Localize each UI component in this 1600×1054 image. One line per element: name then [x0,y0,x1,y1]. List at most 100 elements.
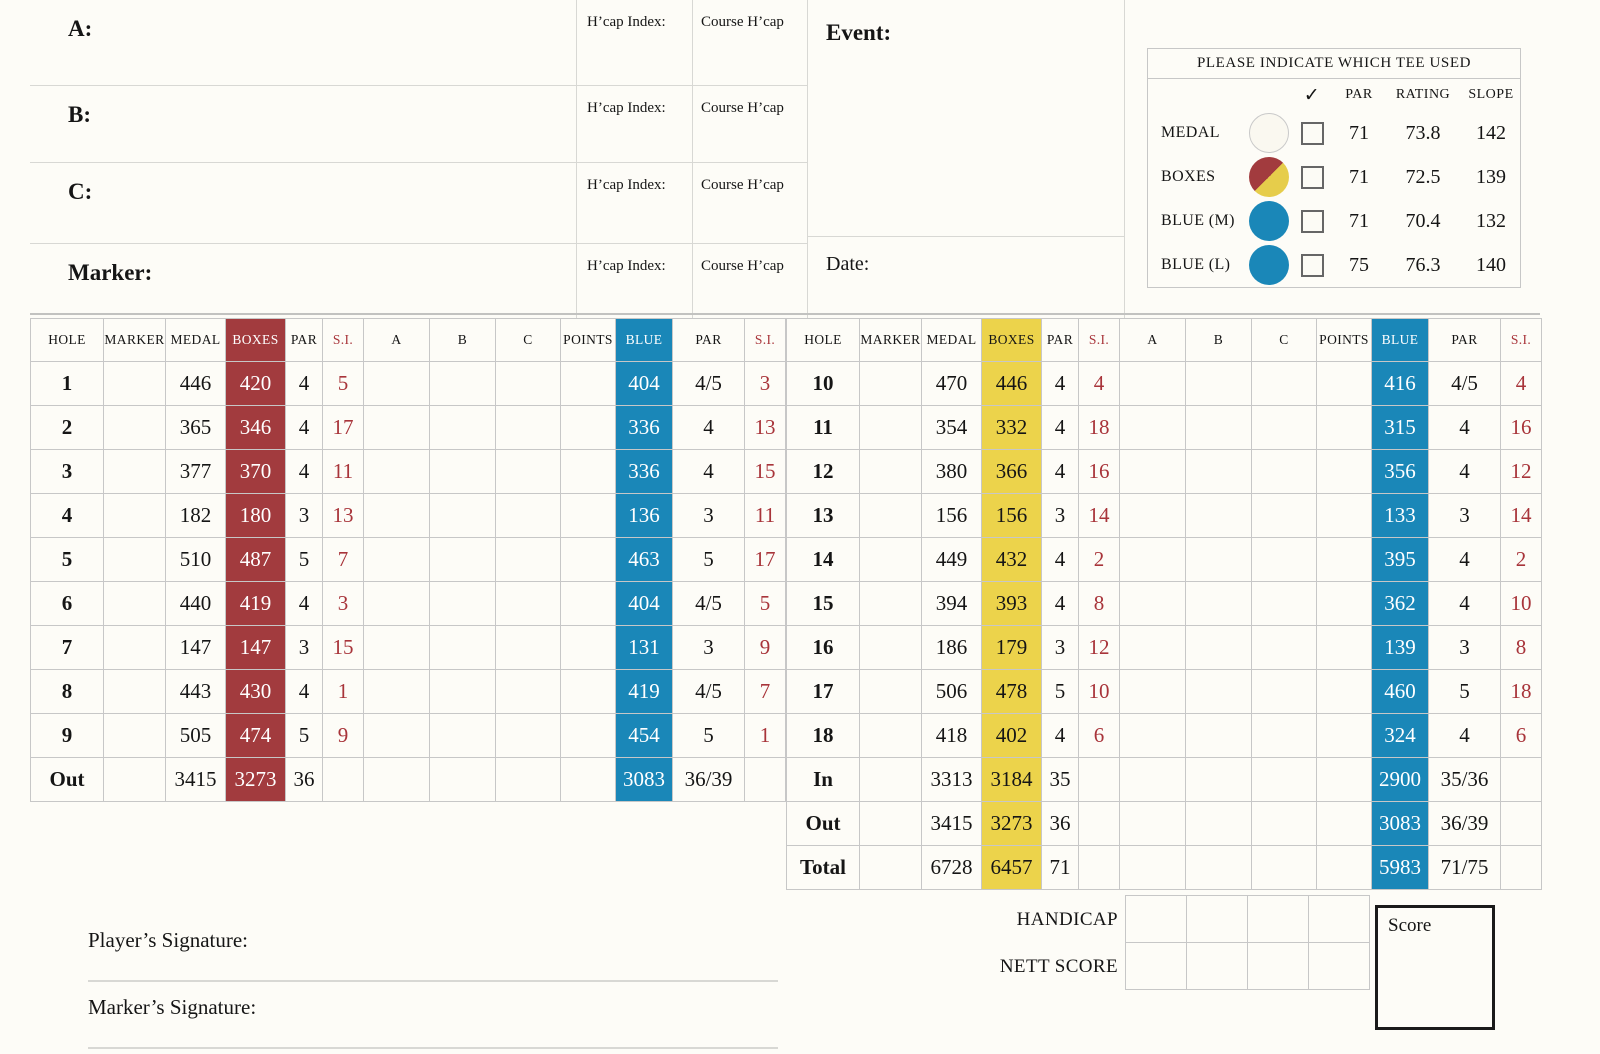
player-b-score-cell[interactable] [1185,405,1252,450]
points-cell[interactable] [560,361,616,406]
points-cell[interactable] [560,713,616,758]
points-cell[interactable] [1316,537,1372,582]
player-b-score-cell[interactable] [1185,669,1252,714]
player-b-score-cell[interactable] [1185,493,1252,538]
marker-score-cell[interactable] [103,757,166,802]
date-field[interactable]: Date: [808,237,1124,276]
points-cell[interactable] [560,405,616,450]
points-cell[interactable] [560,493,616,538]
player-c-score-cell[interactable] [495,581,561,626]
player-c-course-hcap-field[interactable]: Course H’cap [692,163,807,243]
player-c-score-cell[interactable] [495,757,561,802]
marker-hcap-index-field[interactable]: H’cap Index: [576,243,692,319]
player-a-score-cell[interactable] [1119,405,1186,450]
marker-score-cell[interactable] [103,625,166,670]
player-a-score-cell[interactable] [363,361,430,406]
player-b-score-cell[interactable] [1185,845,1252,890]
player-c-score-cell[interactable] [1251,625,1317,670]
nett-score-cell-c[interactable] [1247,942,1309,990]
players-signature-line[interactable] [88,980,778,982]
player-b-score-cell[interactable] [429,625,496,670]
player-b-name-field[interactable]: B: [30,86,576,162]
points-cell[interactable] [1316,801,1372,846]
player-a-score-cell[interactable] [363,669,430,714]
player-a-hcap-index-field[interactable]: H’cap Index: [576,0,692,86]
marker-course-hcap-field[interactable]: Course H’cap [692,243,807,319]
player-a-course-hcap-field[interactable]: Course H’cap [692,0,807,86]
player-c-score-cell[interactable] [495,669,561,714]
player-a-score-cell[interactable] [1119,669,1186,714]
marker-score-cell[interactable] [859,361,922,406]
points-cell[interactable] [560,757,616,802]
player-c-name-field[interactable]: C: [30,163,576,242]
points-cell[interactable] [560,537,616,582]
player-b-score-cell[interactable] [1185,449,1252,494]
marker-score-cell[interactable] [103,493,166,538]
player-c-score-cell[interactable] [495,449,561,494]
player-c-hcap-index-field[interactable]: H’cap Index: [576,163,692,243]
marker-score-cell[interactable] [859,625,922,670]
handicap-cell-a[interactable] [1125,895,1187,943]
points-cell[interactable] [1316,757,1372,802]
player-c-score-cell[interactable] [1251,845,1317,890]
marker-score-cell[interactable] [103,361,166,406]
handicap-cell-b[interactable] [1186,895,1248,943]
player-b-score-cell[interactable] [1185,537,1252,582]
player-c-score-cell[interactable] [495,713,561,758]
points-cell[interactable] [1316,625,1372,670]
player-b-score-cell[interactable] [429,361,496,406]
points-cell[interactable] [1316,405,1372,450]
nett-score-cell-b[interactable] [1186,942,1248,990]
marker-score-cell[interactable] [859,581,922,626]
handicap-cell-points[interactable] [1308,895,1370,943]
player-c-score-cell[interactable] [495,493,561,538]
markers-signature-line[interactable] [88,1047,778,1049]
player-c-score-cell[interactable] [1251,493,1317,538]
marker-score-cell[interactable] [859,757,922,802]
player-c-score-cell[interactable] [495,537,561,582]
player-a-score-cell[interactable] [1119,493,1186,538]
player-c-score-cell[interactable] [1251,537,1317,582]
player-c-score-cell[interactable] [1251,713,1317,758]
points-cell[interactable] [560,581,616,626]
nett-score-cell-a[interactable] [1125,942,1187,990]
player-b-score-cell[interactable] [429,493,496,538]
tee-checkbox[interactable] [1300,253,1324,277]
marker-score-cell[interactable] [859,449,922,494]
nett-score-cell-points[interactable] [1308,942,1370,990]
player-a-name-field[interactable]: A: [30,0,576,85]
marker-score-cell[interactable] [859,669,922,714]
marker-score-cell[interactable] [103,713,166,758]
player-a-score-cell[interactable] [1119,361,1186,406]
player-c-score-cell[interactable] [1251,449,1317,494]
marker-score-cell[interactable] [859,845,922,890]
score-box[interactable]: Score [1375,905,1495,1030]
player-c-score-cell[interactable] [495,405,561,450]
player-b-score-cell[interactable] [429,449,496,494]
marker-score-cell[interactable] [859,537,922,582]
player-a-score-cell[interactable] [363,537,430,582]
marker-name-field[interactable]: Marker: [30,244,576,318]
marker-score-cell[interactable] [103,537,166,582]
player-a-score-cell[interactable] [363,757,430,802]
player-b-score-cell[interactable] [429,757,496,802]
marker-score-cell[interactable] [103,405,166,450]
player-c-score-cell[interactable] [495,625,561,670]
player-a-score-cell[interactable] [1119,713,1186,758]
points-cell[interactable] [1316,493,1372,538]
marker-score-cell[interactable] [103,669,166,714]
event-field[interactable]: Event: [808,0,1124,237]
player-a-score-cell[interactable] [1119,801,1186,846]
player-a-score-cell[interactable] [1119,449,1186,494]
points-cell[interactable] [1316,581,1372,626]
player-a-score-cell[interactable] [1119,757,1186,802]
player-c-score-cell[interactable] [495,361,561,406]
marker-score-cell[interactable] [103,449,166,494]
player-b-score-cell[interactable] [429,581,496,626]
points-cell[interactable] [560,669,616,714]
player-a-score-cell[interactable] [1119,845,1186,890]
marker-score-cell[interactable] [859,493,922,538]
player-c-score-cell[interactable] [1251,757,1317,802]
tee-checkbox[interactable] [1300,165,1324,189]
points-cell[interactable] [1316,361,1372,406]
